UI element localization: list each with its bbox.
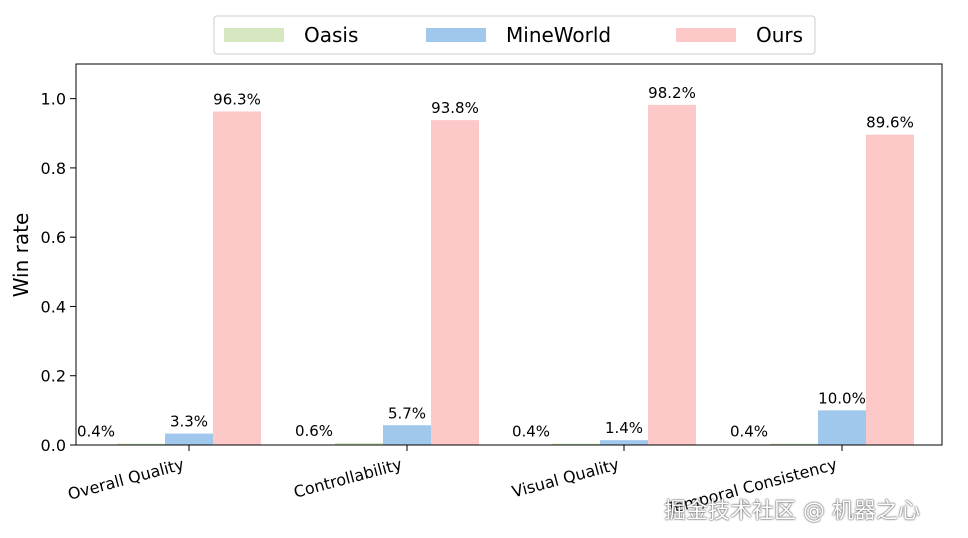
bar-ours-3 xyxy=(648,104,696,445)
data-label-oasis-1: 0.4% xyxy=(77,423,115,441)
bars-layer xyxy=(117,104,914,446)
data-label-oasis-2: 0.6% xyxy=(295,422,333,440)
y-tick-label: 0.0 xyxy=(41,436,66,455)
watermark: 掘金技术社区 @ 机器之心 xyxy=(664,499,920,524)
y-axis-title: Win rate xyxy=(9,213,33,298)
legend-label-ours: Ours xyxy=(756,23,803,47)
x-tick-label: Visual Quality xyxy=(510,455,621,502)
y-tick-label: 0.6 xyxy=(41,228,66,247)
bar-mineworld-4 xyxy=(818,410,866,445)
data-label-oasis-3: 0.4% xyxy=(512,423,550,441)
bar-oasis-3 xyxy=(552,443,600,445)
bar-oasis-4 xyxy=(770,443,818,445)
data-label-mineworld-3: 1.4% xyxy=(605,419,643,437)
y-tick-label: 0.2 xyxy=(41,367,66,386)
bar-mineworld-2 xyxy=(383,425,431,445)
bar-ours-1 xyxy=(213,111,261,446)
data-label-ours-4: 89.6% xyxy=(866,114,914,132)
bar-ours-4 xyxy=(866,134,914,445)
y-tick-label: 1.0 xyxy=(41,90,66,109)
legend-swatch-mineworld xyxy=(426,28,486,42)
y-tick-label: 0.4 xyxy=(41,297,66,316)
legend-swatch-oasis xyxy=(224,28,284,42)
y-tick-label: 0.8 xyxy=(41,159,66,178)
bar-oasis-1 xyxy=(117,443,165,445)
x-tick-label: Overall Quality xyxy=(66,455,186,504)
data-labels-layer: 0.4% 0.6% 0.4% 0.4% 3.3% 5.7% 1.4% 10.0% 96.3% 93… xyxy=(77,84,914,441)
x-tick-label: Controllability xyxy=(292,455,404,502)
data-label-mineworld-2: 5.7% xyxy=(388,404,426,422)
data-label-mineworld-4: 10.0% xyxy=(818,389,866,407)
legend: Oasis MineWorld Ours xyxy=(213,15,816,55)
legend-swatch-ours xyxy=(676,28,736,42)
data-label-mineworld-1: 3.3% xyxy=(170,413,208,431)
bar-ours-2 xyxy=(431,120,479,446)
data-label-ours-1: 96.3% xyxy=(213,90,261,108)
y-axis: 0.0 0.2 0.4 0.6 0.8 1.0 xyxy=(41,90,76,455)
data-label-ours-2: 93.8% xyxy=(431,99,479,117)
data-label-ours-3: 98.2% xyxy=(648,84,696,102)
legend-label-mineworld: MineWorld xyxy=(506,23,611,47)
bar-mineworld-3 xyxy=(600,440,648,445)
bar-mineworld-1 xyxy=(165,433,213,445)
legend-frame xyxy=(213,15,816,55)
bar-oasis-2 xyxy=(335,442,383,445)
data-label-oasis-4: 0.4% xyxy=(730,423,768,441)
plot-frame xyxy=(75,63,943,446)
legend-label-oasis: Oasis xyxy=(304,23,358,47)
